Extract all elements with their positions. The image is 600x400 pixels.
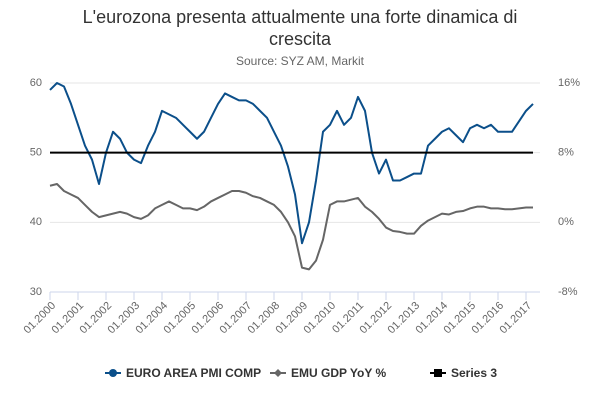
series-line — [49, 82, 534, 245]
y-tick-label: 50 — [30, 147, 42, 159]
legend-label: EURO AREA PMI COMP — [126, 366, 261, 380]
legend-marker — [274, 369, 282, 377]
legend-marker — [434, 369, 442, 377]
chart-title: L'eurozona presenta attualmente una fort… — [82, 7, 518, 49]
legend-label: EMU GDP YoY % — [291, 366, 386, 380]
y-tick-label: 40 — [30, 216, 42, 228]
y-tick-label: 30 — [30, 286, 42, 298]
y-tick-label: 60 — [30, 77, 42, 89]
legend: EURO AREA PMI COMP EMU GDP YoY % Series 3 — [105, 366, 497, 380]
y2-tick-label: -8% — [558, 286, 578, 298]
y2-tick-label: 16% — [558, 77, 580, 89]
series-line — [49, 183, 533, 271]
chart-subtitle: Source: SYZ AM, Markit — [235, 54, 365, 68]
legend-marker — [109, 369, 117, 377]
y2-tick-label: 0% — [558, 216, 574, 228]
y2-tick-label: 8% — [558, 147, 574, 159]
legend-label: Series 3 — [451, 366, 497, 380]
